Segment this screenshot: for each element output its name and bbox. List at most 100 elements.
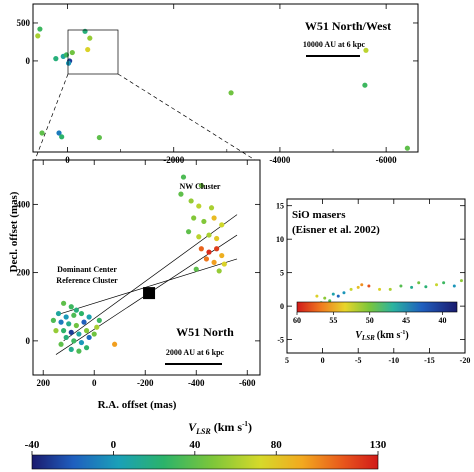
maser-point [211,259,217,265]
sio-maser-point [459,279,463,283]
top-panel-title: W51 North/West [305,19,391,33]
sio-colorbar-tick-label: 55 [329,316,337,325]
maser-point [185,229,192,235]
maser-point [65,60,72,66]
maser-point [206,232,212,238]
maser-point [191,215,197,221]
sio-colorbar-ticks: 60 55 50 45 40 [293,312,446,325]
sio-colorbar-label: VLSR (km s-1) [355,330,408,342]
sio-panel-x-tick-label: -20 [460,356,471,365]
top-panel-x-tick-label: -4000 [269,155,290,165]
maser-point [203,256,210,262]
y-axis-label: Decl. offset (mas) [8,191,20,272]
maser-point [196,203,202,209]
reference-marker [143,287,156,300]
center-cluster-label-line2: Reference Cluster [56,276,118,285]
maser-point [73,322,79,329]
sio-colorbar-tick-label: 40 [438,316,446,325]
maser-point [87,35,93,41]
x-axis-label: R.A. offset (mas) [98,399,177,411]
bottom-colorbar: VLSR (km s-1) -40 0 40 80 130 [25,420,387,470]
maser-point [50,317,57,323]
maser-point [178,191,184,197]
sio-panel-y-tick-label: 0 [280,302,284,311]
maser-point [363,47,369,53]
bottom-colorbar-tick-label: 80 [271,439,283,451]
main-panel-x-tick-label: -400 [188,378,205,388]
maser-point [69,49,75,56]
sio-maser-point [323,296,327,300]
maser-point [71,312,77,318]
maser-point [83,328,90,334]
sio-colorbar-tick-label: 45 [402,316,410,325]
zoom-connector-right [117,73,256,161]
maser-point [68,304,74,310]
maser-point [211,215,217,221]
sio-panel-y-tick-label: 10 [276,235,284,244]
maser-point [214,235,220,242]
sio-maser-point [442,281,446,285]
maser-point [83,345,90,351]
maser-point [96,134,102,141]
center-cluster-label-line1: Dominant Center [57,265,117,274]
sio-maser-point [417,281,421,285]
maser-point [221,261,227,267]
maser-point [193,266,199,272]
maser-point [198,182,204,189]
sio-colorbar-tick-label: 50 [366,316,374,325]
maser-point [86,334,92,341]
main-panel: 200 0 -200 -400 -600 400 200 0 NW Cluster Domin… [17,159,261,411]
maser-point [58,319,64,325]
maser-point [39,130,45,136]
maser-point [362,82,368,88]
maser-point [85,46,91,53]
maser-point [81,319,87,325]
top-panel-y-tick-label: 0 [26,56,31,66]
maser-point [76,348,82,354]
maser-point [201,218,207,225]
maser-point [71,338,77,344]
sio-maser-point [399,284,403,288]
main-panel-frame [32,159,261,376]
sio-maser-point [435,283,439,287]
sio-maser-point [378,287,382,291]
sio-panel-y-tick-label: -5 [277,336,284,345]
maser-point [53,328,59,334]
sio-title-line1: SiO masers [292,209,346,221]
sio-maser-point [360,283,364,287]
sio-colorbar [296,301,458,313]
sio-maser-point [342,291,346,295]
sio-panel-y-tick-label: 5 [280,269,284,278]
main-panel-scalebar-label: 2000 AU at 6 kpc [166,348,225,357]
maser-point [63,314,69,320]
sio-maser-point [452,284,456,288]
sio-maser-point [315,294,319,298]
bottom-colorbar-tick-label: -40 [25,439,40,451]
sio-maser-point [410,285,414,289]
sio-maser-point [336,294,340,298]
bottom-colorbar-tick-label: 130 [370,439,387,451]
maser-point [196,234,202,240]
nw-cluster-label: NW Cluster [180,182,221,191]
top-panel-frame [32,3,419,153]
maser-point [58,341,64,347]
maser-point [216,268,222,274]
main-panel-points [50,174,227,354]
top-panel-y-tick-label: 500 [17,18,31,28]
maser-point [35,33,41,39]
maser-point [61,300,67,306]
main-panel-x-tick-label: 200 [36,378,50,388]
top-panel-scalebar-label: 10000 AU at 6 kpc [303,40,366,49]
maser-point [91,331,97,337]
maser-point [59,134,65,140]
main-panel-x-tick-label: 0 [92,378,97,388]
maser-point [180,174,187,180]
maser-point [188,198,194,204]
maser-point [73,307,79,313]
main-panel-y-tick-label: 0 [26,336,31,346]
main-panel-y-tick-label: 400 [17,199,31,209]
sio-panel-x-tick-label: -5 [355,356,362,365]
maser-point [208,205,215,211]
